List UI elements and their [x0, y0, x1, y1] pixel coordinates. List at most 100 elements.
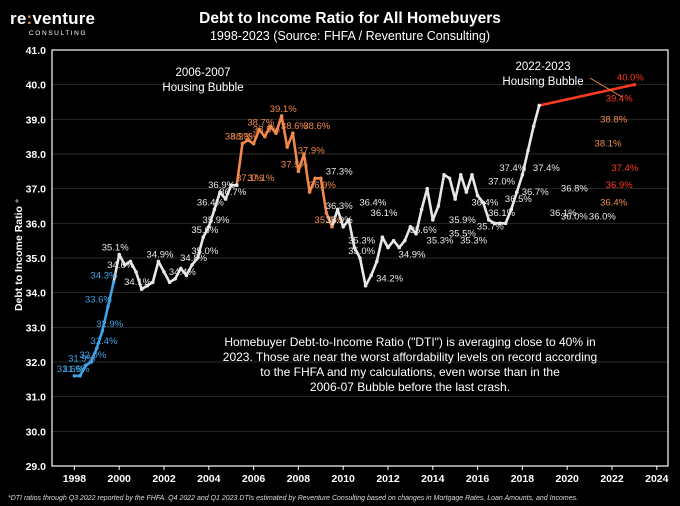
data-point [509, 207, 513, 212]
line-segment [274, 114, 283, 135]
line-segment [336, 208, 345, 229]
data-point [492, 221, 497, 226]
data-point [487, 218, 491, 222]
line-segment [196, 235, 205, 260]
data-label: 36.9% [208, 180, 235, 191]
data-point [375, 259, 379, 264]
data-label: 37.1% [236, 173, 263, 184]
line-segment [481, 201, 491, 222]
data-label: 32.0% [79, 350, 106, 361]
data-label: 37.4% [499, 163, 526, 174]
data-label: 36.4% [359, 197, 386, 208]
x-tick-label: 2020 [556, 473, 580, 485]
data-point [279, 114, 284, 118]
x-tick-label: 2014 [421, 473, 445, 485]
bubble-2006-annotation-line2: Housing Bubble [162, 82, 243, 94]
data-label: 34.9% [147, 249, 174, 260]
data-point [268, 124, 273, 129]
data-point [425, 186, 430, 191]
data-label: 34.3% [91, 270, 118, 281]
data-label: 37.3% [326, 166, 353, 177]
data-label: 35.9% [449, 215, 476, 226]
data-point [218, 190, 222, 194]
data-label: 36.0% [561, 211, 588, 222]
y-tick-label: 39.0 [26, 114, 47, 126]
data-point [162, 270, 166, 274]
line-segment [151, 260, 160, 284]
data-point [179, 266, 183, 271]
data-label: 35.9% [315, 215, 342, 226]
data-label: 32.4% [91, 336, 118, 347]
data-point [408, 225, 413, 229]
data-point [380, 235, 385, 239]
chart-title: Debt to Income Ratio for All Homebuyers [199, 10, 501, 27]
data-label: 35.6% [410, 225, 437, 236]
data-point [369, 273, 374, 278]
line-segment [101, 305, 110, 333]
data-point [263, 134, 267, 139]
bubble-2022-pointer [589, 77, 623, 98]
line-segment [302, 152, 311, 194]
line-segment [509, 190, 519, 211]
bubble-2022-annotation-line1: 2022-2023 [516, 61, 571, 73]
data-point [459, 173, 463, 177]
data-point [156, 259, 161, 264]
data-labels: 31.6%31.6%31.9%32.0% 32.4% 32.9% 33.6% 34.3%… [57, 73, 644, 375]
data-label: 35.7% [477, 222, 504, 233]
data-point [481, 200, 486, 205]
data-point [503, 221, 508, 226]
x-tick-label: 2002 [152, 473, 176, 485]
data-point [632, 82, 637, 87]
line-segment [504, 208, 513, 225]
line-segment [403, 225, 412, 242]
data-point [111, 280, 116, 285]
line-segment [526, 124, 535, 152]
line-segment [448, 176, 457, 201]
y-tick-label: 33.0 [26, 322, 47, 334]
data-label: 32.9% [96, 319, 123, 330]
data-point [296, 169, 301, 174]
data-point [145, 283, 149, 288]
line-segment [425, 187, 435, 222]
data-point [414, 231, 418, 236]
line-segment [106, 280, 115, 308]
data-label: 37.4% [533, 163, 560, 174]
data-label: 36.1% [371, 208, 398, 219]
data-label: 34.8% [180, 253, 207, 264]
line-segment [459, 173, 468, 194]
y-tick-label: 37.0 [26, 184, 47, 196]
y-tick-label: 32.0 [26, 357, 47, 369]
data-label: 35.0% [191, 246, 218, 257]
data-point [235, 183, 239, 187]
y-tick-label: 34.0 [26, 288, 47, 300]
line-segment [129, 260, 138, 274]
line-segment [297, 152, 306, 173]
data-label: 36.0% [589, 211, 616, 222]
data-point [123, 263, 127, 267]
data-point [307, 190, 312, 194]
data-label: 36.1% [550, 208, 577, 219]
data-label: 36.4% [197, 197, 224, 208]
plot-border [51, 49, 669, 467]
y-tick-label: 40.0 [26, 80, 47, 92]
data-point [207, 225, 211, 229]
data-point [212, 207, 217, 212]
data-label: 36.7% [219, 187, 246, 198]
logo-tagline: CONSULTING [29, 30, 87, 37]
x-tick-label: 2012 [376, 473, 400, 485]
data-label: 36.3% [326, 201, 353, 212]
line-segment [173, 267, 183, 281]
data-point [128, 259, 133, 264]
x-tick-label: 2022 [600, 473, 624, 485]
x-tick-label: 2016 [466, 473, 490, 485]
data-label: 35.0% [348, 246, 375, 257]
data-point [453, 197, 458, 201]
line-segment [364, 274, 373, 288]
data-point [386, 245, 390, 250]
data-point [117, 252, 121, 257]
data-point [358, 256, 362, 260]
note-line-3: to the FHFA and my calculations, even wo… [260, 365, 560, 379]
y-tick-labels: 29.0 30.0 31.0 32.0 33.0 34.0 35.0 36.0 37.0 38.0… [26, 45, 47, 473]
line-segment [185, 263, 194, 277]
